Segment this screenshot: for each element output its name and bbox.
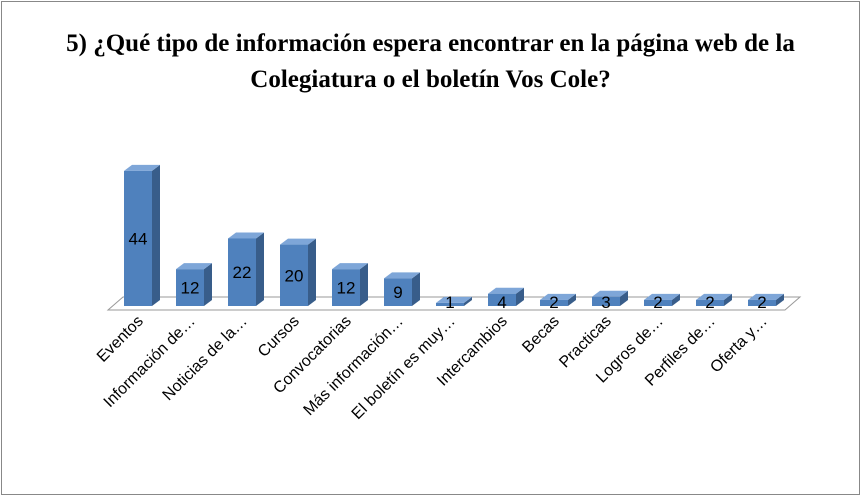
bar-side xyxy=(568,293,576,306)
bar xyxy=(280,244,308,306)
bar-top xyxy=(748,293,784,300)
bar xyxy=(176,269,204,306)
title-box: 5) ¿Qué tipo de información espera encon… xyxy=(66,30,795,93)
bar xyxy=(592,296,620,306)
bar-top xyxy=(332,263,368,270)
bar xyxy=(644,299,672,306)
data-label: 12 xyxy=(337,279,356,298)
data-label: 12 xyxy=(181,279,200,298)
bar-side xyxy=(464,296,472,306)
data-label: 2 xyxy=(705,293,714,312)
bar-side xyxy=(672,293,680,306)
bar-top xyxy=(124,164,160,171)
bar xyxy=(488,293,516,306)
data-label: 20 xyxy=(285,266,304,285)
bar-top xyxy=(280,238,316,245)
bar-top xyxy=(384,272,420,279)
bar-top xyxy=(436,296,472,303)
data-label: 2 xyxy=(653,293,662,312)
bar-side xyxy=(776,293,784,306)
bar xyxy=(124,170,152,306)
data-label: 1 xyxy=(445,293,454,312)
bar xyxy=(228,238,256,306)
data-label: 2 xyxy=(549,293,558,312)
bar-side xyxy=(360,263,368,306)
bar xyxy=(384,278,412,306)
bar xyxy=(748,299,776,306)
data-label: 2 xyxy=(757,293,766,312)
data-label: 3 xyxy=(601,293,610,312)
bar-side xyxy=(308,238,316,306)
bar xyxy=(540,299,568,306)
data-label: 22 xyxy=(233,263,252,282)
bar xyxy=(696,299,724,306)
data-label: 4 xyxy=(497,293,506,312)
bar-side xyxy=(204,263,212,306)
data-label: 9 xyxy=(393,283,402,302)
bar-side xyxy=(152,164,160,306)
bar-side xyxy=(516,287,524,306)
bar-side xyxy=(256,232,264,306)
bar-side xyxy=(620,290,628,306)
chart-title: 5) ¿Qué tipo de información espera encon… xyxy=(66,30,795,93)
bar-top xyxy=(644,293,680,300)
bar-top xyxy=(696,293,732,300)
bar-top xyxy=(488,287,524,294)
bar xyxy=(436,302,464,306)
bar-top xyxy=(176,263,212,270)
bar-top xyxy=(540,293,576,300)
bar xyxy=(332,269,360,306)
bar-side xyxy=(724,293,732,306)
bar-top xyxy=(592,290,628,297)
bar-top xyxy=(228,232,264,239)
bar-side xyxy=(412,272,420,306)
data-label: 44 xyxy=(129,229,148,248)
